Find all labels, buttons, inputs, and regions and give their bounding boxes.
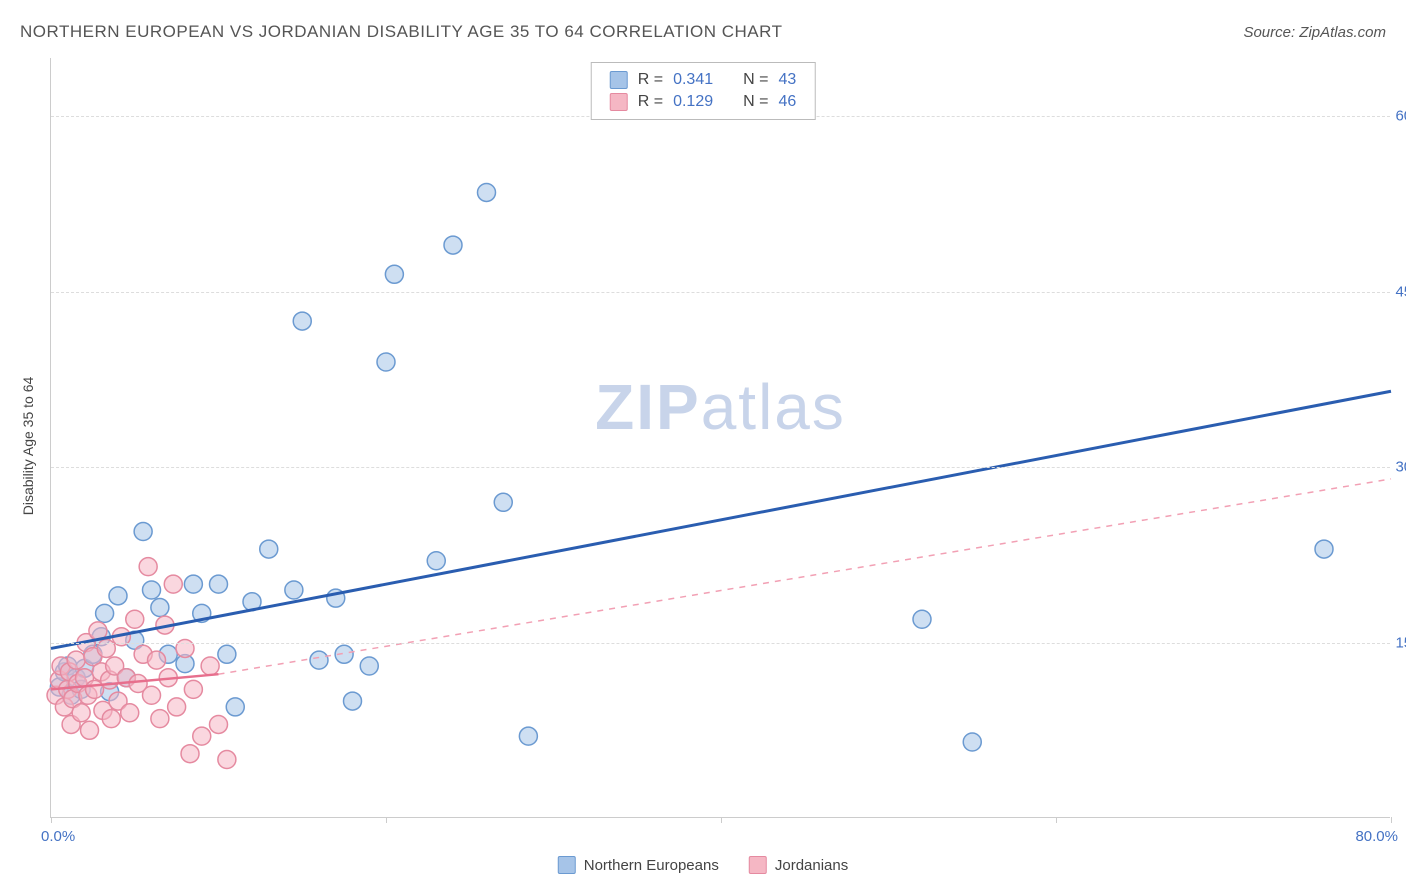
data-point bbox=[143, 581, 161, 599]
data-point bbox=[260, 540, 278, 558]
chart-title: NORTHERN EUROPEAN VS JORDANIAN DISABILIT… bbox=[20, 22, 782, 42]
legend-label: Jordanians bbox=[775, 857, 848, 874]
stat-n-value: 46 bbox=[778, 93, 796, 111]
stat-r-value: 0.341 bbox=[673, 71, 713, 89]
data-point bbox=[226, 698, 244, 716]
data-point bbox=[184, 680, 202, 698]
x-tick bbox=[51, 817, 52, 823]
data-point bbox=[134, 523, 152, 541]
stats-box: R = 0.341 N = 43 R = 0.129 N = 46 bbox=[591, 62, 816, 120]
stat-r-label: R = bbox=[638, 71, 663, 89]
data-point bbox=[151, 710, 169, 728]
data-point bbox=[96, 604, 114, 622]
data-point bbox=[519, 727, 537, 745]
x-tick bbox=[1056, 817, 1057, 823]
x-axis-end-label: 80.0% bbox=[1355, 828, 1398, 845]
stat-r-label: R = bbox=[638, 93, 663, 111]
data-point bbox=[201, 657, 219, 675]
data-point bbox=[139, 558, 157, 576]
y-tick-label: 60.0% bbox=[1395, 108, 1406, 125]
stats-row: R = 0.341 N = 43 bbox=[610, 69, 797, 91]
x-tick bbox=[1391, 817, 1392, 823]
data-point bbox=[293, 312, 311, 330]
plot-area: ZIPatlas 0.0% 80.0% 15.0%30.0%45.0%60.0% bbox=[50, 58, 1390, 818]
legend: Northern Europeans Jordanians bbox=[558, 856, 848, 874]
data-point bbox=[344, 692, 362, 710]
stat-r-value: 0.129 bbox=[673, 93, 713, 111]
data-point bbox=[913, 610, 931, 628]
data-point bbox=[164, 575, 182, 593]
y-tick-label: 30.0% bbox=[1395, 459, 1406, 476]
chart-source: Source: ZipAtlas.com bbox=[1243, 24, 1386, 41]
regression-line bbox=[219, 479, 1392, 674]
stats-swatch bbox=[610, 71, 628, 89]
gridline bbox=[51, 467, 1390, 468]
data-point bbox=[360, 657, 378, 675]
data-point bbox=[72, 704, 90, 722]
legend-swatch bbox=[749, 856, 767, 874]
data-point bbox=[102, 710, 120, 728]
y-tick-label: 15.0% bbox=[1395, 634, 1406, 651]
data-point bbox=[310, 651, 328, 669]
x-axis-start-label: 0.0% bbox=[41, 828, 75, 845]
data-point bbox=[121, 704, 139, 722]
stats-swatch bbox=[610, 93, 628, 111]
legend-label: Northern Europeans bbox=[584, 857, 719, 874]
data-point bbox=[377, 353, 395, 371]
data-point bbox=[963, 733, 981, 751]
chart-header: NORTHERN EUROPEAN VS JORDANIAN DISABILIT… bbox=[20, 22, 1386, 42]
stats-row: R = 0.129 N = 46 bbox=[610, 91, 797, 113]
gridline bbox=[51, 643, 1390, 644]
stat-n-label: N = bbox=[743, 93, 768, 111]
gridline bbox=[51, 292, 1390, 293]
data-point bbox=[494, 493, 512, 511]
legend-swatch bbox=[558, 856, 576, 874]
y-tick-label: 45.0% bbox=[1395, 283, 1406, 300]
data-point bbox=[67, 651, 85, 669]
plot-svg bbox=[51, 58, 1390, 817]
legend-item: Northern Europeans bbox=[558, 856, 719, 874]
data-point bbox=[385, 265, 403, 283]
data-point bbox=[285, 581, 303, 599]
regression-line bbox=[51, 391, 1391, 648]
data-point bbox=[444, 236, 462, 254]
data-point bbox=[143, 686, 161, 704]
data-point bbox=[218, 751, 236, 769]
x-tick bbox=[386, 817, 387, 823]
data-point bbox=[168, 698, 186, 716]
data-point bbox=[181, 745, 199, 763]
stat-n-label: N = bbox=[743, 71, 768, 89]
data-point bbox=[81, 721, 99, 739]
data-point bbox=[210, 575, 228, 593]
data-point bbox=[1315, 540, 1333, 558]
data-point bbox=[427, 552, 445, 570]
data-point bbox=[193, 727, 211, 745]
data-point bbox=[210, 715, 228, 733]
x-tick bbox=[721, 817, 722, 823]
data-point bbox=[109, 587, 127, 605]
data-point bbox=[478, 183, 496, 201]
data-point bbox=[148, 651, 166, 669]
legend-item: Jordanians bbox=[749, 856, 848, 874]
data-point bbox=[126, 610, 144, 628]
stat-n-value: 43 bbox=[778, 71, 796, 89]
data-point bbox=[151, 599, 169, 617]
data-point bbox=[184, 575, 202, 593]
data-point bbox=[218, 645, 236, 663]
y-axis-title: Disability Age 35 to 64 bbox=[20, 377, 36, 516]
